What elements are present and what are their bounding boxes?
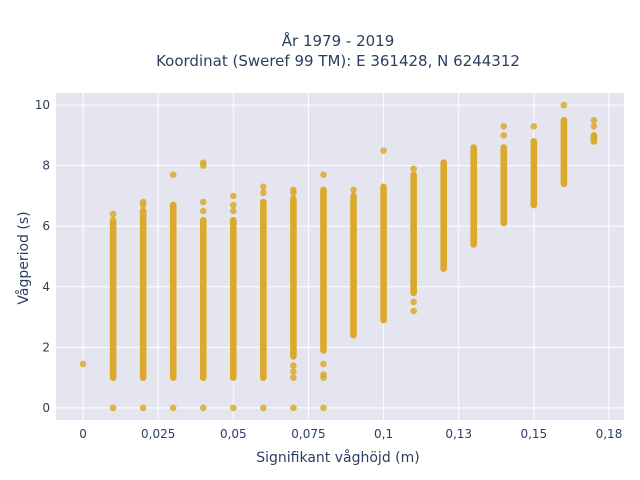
data-point [230, 201, 237, 209]
data-point [320, 404, 327, 412]
data-point-column [260, 198, 267, 381]
data-point-column [410, 171, 417, 297]
data-point [230, 192, 237, 200]
y-tick-labels: 0 2 4 6 8 10 [35, 98, 50, 415]
y-tick-label: 4 [42, 280, 50, 294]
y-tick-label: 8 [42, 159, 50, 173]
x-tick-label: 0,1 [374, 427, 393, 441]
x-tick-label: 0 [79, 427, 87, 441]
data-point [320, 371, 327, 378]
data-point [290, 404, 297, 412]
plot-background [56, 93, 624, 420]
data-point [290, 362, 297, 369]
chart-title-line-2: Koordinat (Sweref 99 TM): E 361428, N 62… [156, 52, 520, 70]
x-tick-label: 0,18 [596, 427, 623, 441]
data-point-column [230, 216, 237, 381]
data-point-column [169, 201, 177, 381]
data-point [139, 198, 147, 206]
data-point [199, 198, 207, 206]
data-point [290, 374, 297, 381]
data-point [109, 404, 117, 412]
data-point [109, 216, 117, 224]
data-point [290, 186, 297, 194]
x-tick-label: 0,025 [141, 427, 175, 441]
data-point-column [500, 144, 508, 227]
data-point [410, 298, 417, 306]
data-point [169, 404, 177, 412]
x-tick-label: 0,05 [220, 427, 247, 441]
data-markers [79, 101, 598, 412]
data-point [139, 404, 147, 412]
data-point-column [139, 207, 147, 381]
data-point-column [560, 116, 568, 188]
x-tick-label: 0,075 [291, 427, 325, 441]
data-point [260, 189, 267, 197]
data-point-column [350, 192, 357, 339]
data-point-column [470, 144, 478, 248]
data-point [230, 404, 237, 412]
data-point-column [380, 183, 387, 324]
data-point-column [440, 159, 447, 272]
data-point [320, 171, 327, 179]
data-point [290, 368, 297, 375]
x-tick-label: 0,15 [520, 427, 547, 441]
data-point [109, 210, 117, 218]
chart-title-line-1: År 1979 - 2019 [282, 31, 395, 50]
data-point [530, 123, 538, 130]
data-point [500, 123, 508, 130]
x-axis-title: Signifikant våghöjd (m) [256, 449, 419, 466]
data-point [320, 360, 327, 368]
data-point [380, 147, 387, 154]
data-point [199, 159, 207, 166]
y-tick-label: 0 [42, 401, 50, 415]
data-point [260, 404, 267, 412]
y-tick-label: 6 [42, 219, 50, 233]
data-point-column [290, 195, 297, 360]
data-point-column [530, 138, 538, 209]
y-tick-label: 10 [35, 98, 50, 112]
data-point [350, 186, 357, 194]
data-point [169, 171, 177, 179]
data-point [590, 116, 598, 124]
y-tick-label: 2 [42, 340, 50, 354]
data-point-column [590, 132, 598, 145]
data-point-column [199, 216, 207, 381]
data-point [410, 165, 417, 172]
data-point [230, 207, 237, 215]
data-point-column [109, 219, 117, 381]
data-point [560, 101, 568, 109]
data-point [79, 360, 87, 368]
x-tick-labels: 0 0,025 0,05 0,075 0,1 0,13 0,15 0,18 [79, 427, 622, 441]
data-point [590, 123, 598, 130]
data-point-column [320, 186, 327, 354]
data-point [260, 183, 267, 191]
data-point [410, 307, 417, 315]
x-tick-label: 0,13 [445, 427, 472, 441]
data-point [199, 207, 207, 215]
data-point [199, 404, 207, 412]
data-point [500, 132, 508, 139]
y-axis-title: Vågperiod (s) [15, 211, 32, 304]
